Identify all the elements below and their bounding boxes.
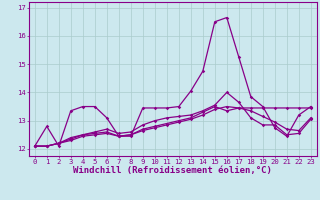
X-axis label: Windchill (Refroidissement éolien,°C): Windchill (Refroidissement éolien,°C) (73, 166, 272, 175)
